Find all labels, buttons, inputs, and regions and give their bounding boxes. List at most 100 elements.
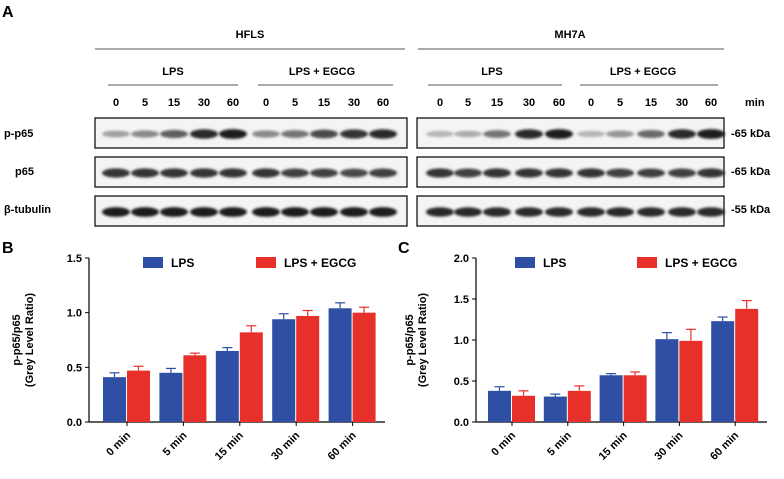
bar bbox=[623, 375, 647, 422]
blot-band bbox=[515, 168, 543, 178]
blot-band bbox=[515, 129, 543, 139]
time-label: 15 bbox=[645, 97, 657, 109]
blot-band bbox=[545, 207, 573, 217]
panel-a: A HFLS MH7A LPS LPS + EGCG LPS LPS + EGC… bbox=[2, 4, 771, 227]
blot-band bbox=[606, 207, 634, 217]
size-marker-beta-tubulin: -55 kDa bbox=[731, 204, 771, 216]
time-label: 15 bbox=[318, 97, 330, 109]
panel-c: C p-p65/p65(Grey Level Ratio) 0.0 0.5 1.0 1.… bbox=[398, 240, 767, 463]
blot-band bbox=[281, 207, 309, 217]
legend-swatch bbox=[256, 257, 276, 268]
blot-band bbox=[426, 168, 454, 178]
blot-band bbox=[219, 129, 247, 139]
group-mh7a-lps: LPS bbox=[481, 66, 502, 78]
time-label: 60 bbox=[377, 97, 389, 109]
panel-b: B p-p65/p65(Grey Level Ratio) 0.0 0.5 1.0 1.… bbox=[2, 240, 385, 463]
y-axis-label: p-p65/p65(Grey Level Ratio) bbox=[404, 293, 429, 387]
bar bbox=[239, 332, 263, 422]
panel-a-letter: A bbox=[2, 4, 14, 21]
bar bbox=[512, 395, 535, 422]
time-label: 15 bbox=[168, 97, 180, 109]
legend-swatch bbox=[515, 257, 535, 268]
x-tick-label: 60 min bbox=[326, 429, 359, 462]
blot-band bbox=[668, 168, 696, 178]
time-label: 60 bbox=[553, 97, 565, 109]
time-label: 60 bbox=[227, 97, 239, 109]
legend-label: LPS + EGCG bbox=[665, 256, 737, 270]
blot-band bbox=[637, 130, 665, 138]
blot-band bbox=[454, 207, 482, 217]
bar bbox=[127, 370, 150, 422]
time-label: 30 bbox=[676, 97, 688, 109]
blot-band bbox=[483, 130, 511, 138]
blot-band bbox=[160, 207, 188, 217]
y-tick-label: 1.0 bbox=[67, 308, 82, 320]
blot-band bbox=[102, 130, 130, 138]
y-tick-label: 0.0 bbox=[454, 417, 469, 429]
bar bbox=[735, 308, 759, 422]
x-tick-label: 30 min bbox=[652, 429, 685, 462]
bar bbox=[567, 390, 591, 422]
blot-band bbox=[697, 129, 725, 139]
blot-band bbox=[219, 168, 247, 178]
blot-band bbox=[102, 168, 130, 178]
y-tick-label: 2.0 bbox=[454, 253, 469, 265]
blot-band bbox=[340, 207, 368, 217]
blot-band bbox=[606, 168, 634, 178]
group-hfls-lps-egcg: LPS + EGCG bbox=[289, 66, 355, 78]
blot-band bbox=[252, 130, 280, 138]
x-tick-label: 0 min bbox=[104, 429, 133, 458]
blot-band bbox=[340, 168, 368, 178]
blot-band bbox=[252, 168, 280, 178]
blot-band bbox=[577, 207, 605, 217]
legend-label: LPS + EGCG bbox=[284, 256, 356, 270]
blot-band bbox=[606, 130, 634, 138]
blot-band bbox=[369, 207, 397, 217]
time-label: 5 bbox=[465, 97, 471, 109]
blot-band bbox=[131, 168, 159, 178]
blot-band bbox=[131, 130, 159, 138]
time-labels: 0 5 15 30 60 0 5 15 30 60 0 5 15 30 60 0… bbox=[113, 97, 765, 109]
blot-band bbox=[281, 168, 309, 178]
x-tick-label: 15 min bbox=[213, 429, 246, 462]
bar bbox=[183, 355, 207, 422]
blot-band bbox=[190, 207, 218, 217]
time-label: 5 bbox=[292, 97, 298, 109]
blot-band bbox=[426, 207, 454, 217]
bar bbox=[599, 375, 623, 422]
bar bbox=[679, 340, 703, 422]
bar bbox=[488, 390, 511, 422]
bar bbox=[655, 339, 679, 422]
row-label-p-p65: p-p65 bbox=[4, 128, 33, 140]
blot-band bbox=[160, 129, 188, 139]
blot-band bbox=[697, 168, 725, 178]
blot-band bbox=[454, 168, 482, 178]
y-tick-label: 1.5 bbox=[67, 253, 82, 265]
time-label: 0 bbox=[113, 97, 119, 109]
blot-band bbox=[577, 168, 605, 178]
blot-band bbox=[190, 168, 218, 178]
blot-band bbox=[637, 207, 665, 217]
bar bbox=[543, 396, 567, 422]
blot-band bbox=[369, 129, 397, 139]
time-label: 0 bbox=[437, 97, 443, 109]
blot-band bbox=[252, 207, 280, 217]
group-hfls-lps: LPS bbox=[162, 66, 183, 78]
blot-band bbox=[340, 129, 368, 139]
x-tick-label: 30 min bbox=[269, 429, 302, 462]
blot-band bbox=[160, 168, 188, 178]
time-label: 30 bbox=[198, 97, 210, 109]
cell-line-hfls: HFLS bbox=[236, 29, 265, 41]
x-tick-label: 15 min bbox=[597, 429, 630, 462]
x-tick-label: 5 min bbox=[545, 429, 574, 458]
bar bbox=[352, 312, 376, 422]
group-mh7a-lps-egcg: LPS + EGCG bbox=[610, 66, 676, 78]
blot-band bbox=[668, 129, 696, 139]
y-tick-label: 0.5 bbox=[67, 362, 82, 374]
blot-band bbox=[483, 168, 511, 178]
blot-band bbox=[102, 207, 130, 217]
blot-band bbox=[545, 168, 573, 178]
y-tick-label: 1.0 bbox=[454, 335, 469, 347]
legend-label: LPS bbox=[171, 256, 194, 270]
blot-band bbox=[426, 130, 454, 138]
